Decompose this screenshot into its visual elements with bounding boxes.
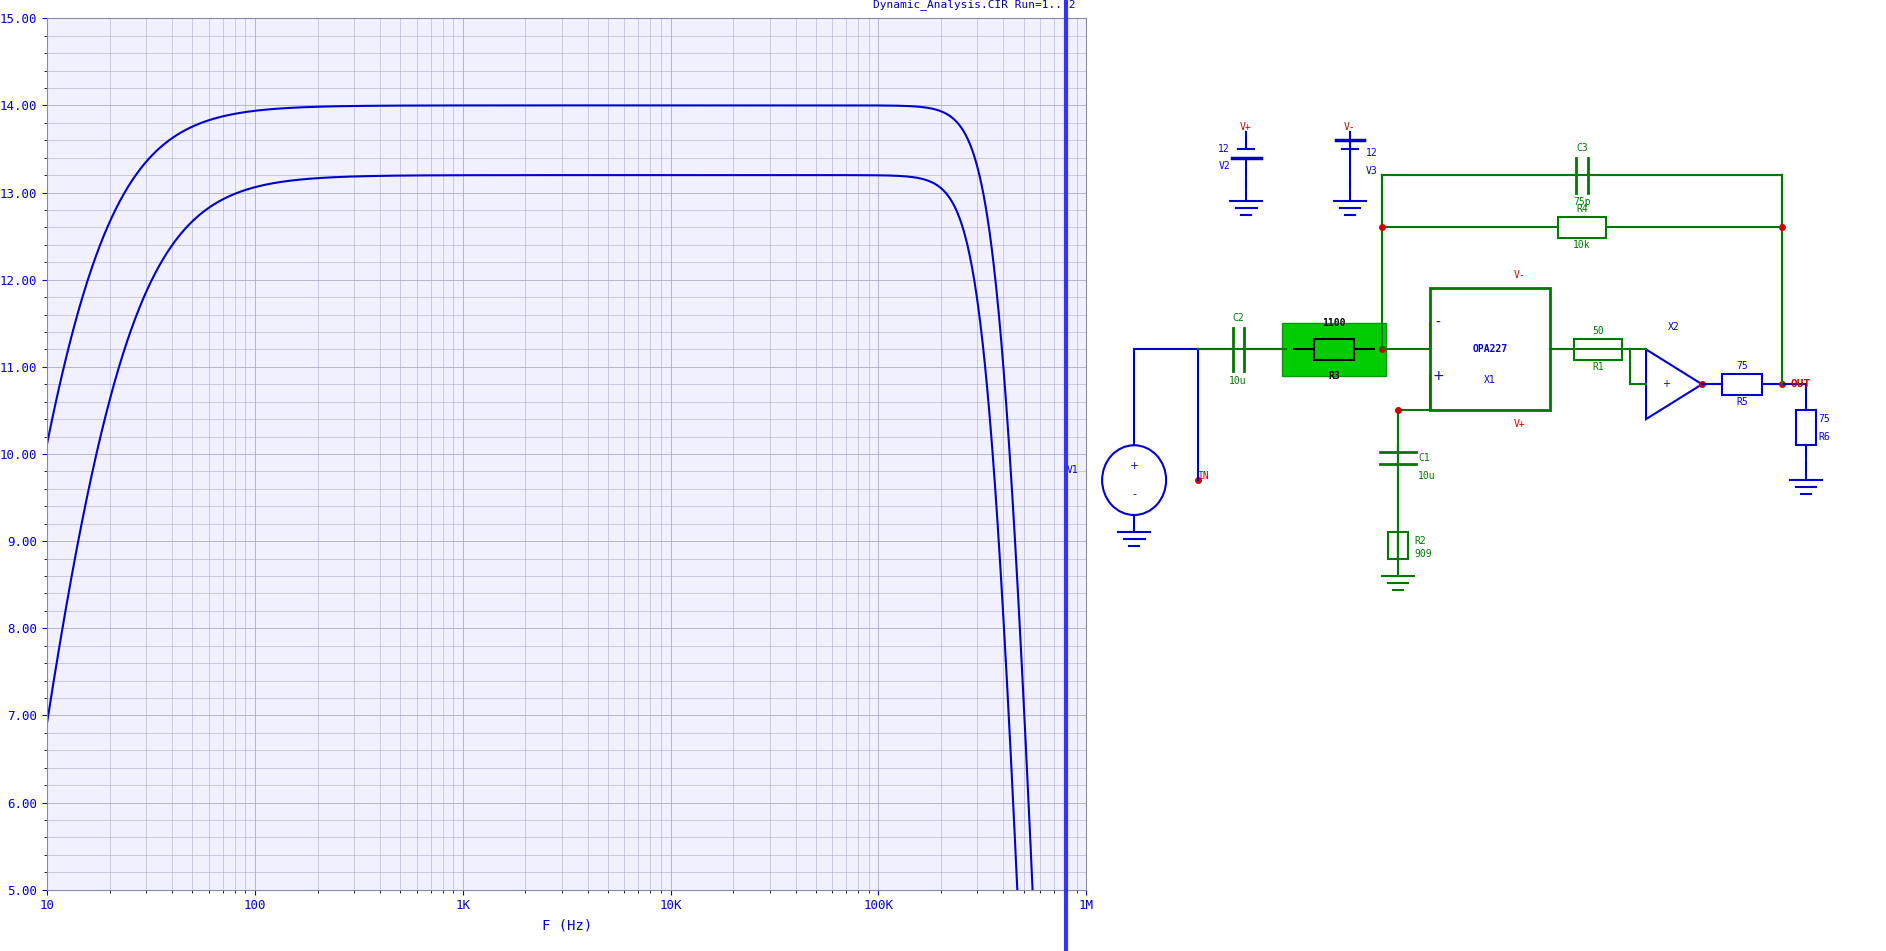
Text: OUT: OUT bbox=[1790, 379, 1811, 389]
Bar bbox=[1430, 288, 1550, 411]
Text: 909: 909 bbox=[1414, 550, 1431, 559]
Text: C2: C2 bbox=[1232, 313, 1245, 323]
Bar bbox=[1558, 217, 1607, 238]
Bar bbox=[1388, 533, 1407, 558]
Text: V1: V1 bbox=[1066, 465, 1079, 475]
Text: R5: R5 bbox=[1737, 398, 1748, 407]
Text: 10u: 10u bbox=[1230, 376, 1247, 385]
Text: R6: R6 bbox=[1818, 432, 1829, 441]
Text: 12: 12 bbox=[1365, 148, 1379, 158]
Text: R1: R1 bbox=[1592, 362, 1603, 373]
Text: 12: 12 bbox=[1218, 144, 1230, 154]
Text: 10u: 10u bbox=[1418, 471, 1435, 481]
Text: +: + bbox=[1431, 369, 1445, 383]
Text: R4: R4 bbox=[1577, 204, 1588, 214]
Text: R3: R3 bbox=[1328, 371, 1339, 381]
Text: 1100: 1100 bbox=[1322, 318, 1347, 327]
Text: Dynamic_Analysis.CIR Run=1...2: Dynamic_Analysis.CIR Run=1...2 bbox=[873, 0, 1075, 10]
Text: 75p: 75p bbox=[1573, 197, 1592, 207]
Text: C3: C3 bbox=[1577, 144, 1588, 153]
Text: OPA227: OPA227 bbox=[1473, 344, 1507, 355]
Bar bbox=[1795, 411, 1816, 445]
Text: V+: V+ bbox=[1514, 419, 1526, 429]
Text: -: - bbox=[1132, 489, 1135, 499]
Text: -: - bbox=[1435, 316, 1441, 330]
Text: C1: C1 bbox=[1418, 454, 1430, 463]
Text: R2: R2 bbox=[1414, 536, 1426, 546]
Text: V-: V- bbox=[1345, 122, 1356, 131]
Text: 50: 50 bbox=[1592, 326, 1603, 337]
Text: V2: V2 bbox=[1218, 162, 1230, 171]
Bar bbox=[1722, 374, 1762, 395]
Text: +: + bbox=[1130, 461, 1139, 471]
Text: 75: 75 bbox=[1737, 361, 1748, 371]
Text: IN: IN bbox=[1198, 471, 1209, 481]
Text: 10k: 10k bbox=[1573, 241, 1592, 250]
Text: V3: V3 bbox=[1365, 165, 1379, 176]
Text: V+: V+ bbox=[1241, 122, 1252, 131]
Text: X2: X2 bbox=[1667, 322, 1680, 332]
Text: X1: X1 bbox=[1484, 375, 1496, 385]
X-axis label: F (Hz): F (Hz) bbox=[541, 918, 592, 932]
Bar bbox=[1315, 339, 1354, 359]
Text: V-: V- bbox=[1514, 270, 1526, 280]
FancyBboxPatch shape bbox=[1282, 323, 1386, 376]
Bar bbox=[1575, 339, 1622, 359]
Text: +: + bbox=[1662, 379, 1669, 389]
Text: 75: 75 bbox=[1818, 414, 1829, 424]
